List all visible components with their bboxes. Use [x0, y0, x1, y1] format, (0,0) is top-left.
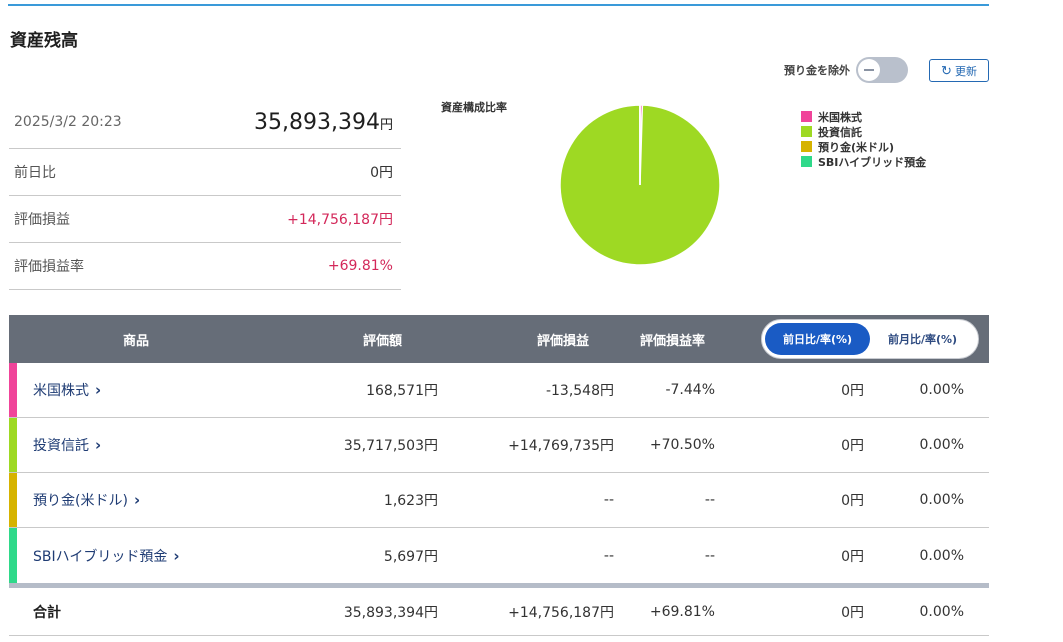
product-name: SBIハイブリッド預金 — [33, 548, 168, 565]
legend-label: 預り金(米ドル) — [818, 140, 895, 154]
period-month-button[interactable]: 前月比/率(%) — [887, 333, 958, 346]
period-toggle: 前日比/率(%) 前月比/率(%) — [761, 319, 979, 359]
table-row: SBIハイブリッド預金 › 5,697円 -- -- 0円 0.00% — [9, 528, 989, 583]
chevron-right-icon: › — [95, 436, 102, 454]
row-rate: -- — [704, 547, 715, 564]
holdings-table: 商品 評価額 評価損益 評価損益率 前日比/率(%) 前月比/率(%) 米国株式… — [9, 315, 989, 636]
summary-label: 評価損益率 — [14, 259, 84, 275]
chart-title: 資産構成比率 — [441, 101, 507, 114]
product-name: 投資信託 — [33, 438, 89, 454]
summary-total-row: 2025/3/2 20:23 35,893,394円 — [9, 96, 401, 149]
summary-datetime: 2025/3/2 20:23 — [14, 114, 122, 130]
minus-icon — [864, 69, 874, 71]
table-total-row: 合計 35,893,394円 +14,756,187円 +69.81% 0円 0… — [9, 588, 989, 636]
summary-row-day-change: 前日比 0円 — [9, 149, 401, 196]
row-day-change: 0円 — [841, 548, 864, 565]
exclude-deposit-control: 預り金を除外 — [784, 57, 908, 83]
header-rate: 評価損益率 — [640, 333, 706, 349]
chevron-right-icon: › — [133, 491, 141, 509]
summary-label: 前日比 — [14, 165, 56, 181]
row-pl: -13,548円 — [545, 383, 614, 399]
total-pl: +14,756,187円 — [508, 604, 614, 621]
toggle-knob — [858, 59, 880, 81]
top-divider — [8, 4, 989, 6]
product-name: 米国株式 — [33, 383, 89, 399]
summary-value: 0円 — [370, 165, 393, 181]
legend-label: 米国株式 — [818, 110, 862, 124]
exclude-deposit-toggle[interactable] — [856, 57, 908, 83]
header-amount: 評価額 — [363, 333, 403, 349]
summary-total-value: 35,893,394円 — [254, 110, 393, 135]
row-pl: +14,769,735円 — [508, 438, 614, 454]
legend-label: SBIハイブリッド預金 — [818, 155, 927, 169]
row-pl: -- — [603, 492, 614, 508]
row-product-link[interactable]: 投資信託 › — [33, 418, 101, 472]
total-unit: 円 — [379, 117, 393, 133]
row-day-rate: 0.00% — [919, 437, 964, 453]
total-label: 合計 — [33, 604, 61, 621]
row-day-rate: 0.00% — [919, 547, 964, 564]
row-day-change: 0円 — [841, 493, 864, 509]
row-day-change: 0円 — [841, 383, 864, 399]
row-product-link[interactable]: SBIハイブリッド預金 › — [33, 528, 180, 583]
legend-swatch — [801, 156, 812, 167]
table-row: 投資信託 › 35,717,503円 +14,769,735円 +70.50% 0… — [9, 418, 989, 473]
legend-item: 投資信託 — [801, 124, 926, 139]
table-row: 米国株式 › 168,571円 -13,548円 -7.44% 0円 0.00% — [9, 363, 989, 418]
header-pl: 評価損益 — [537, 333, 590, 349]
table-row: 預り金(米ドル) › 1,623円 -- -- 0円 0.00% — [9, 473, 989, 528]
table-header: 商品 評価額 評価損益 評価損益率 前日比/率(%) 前月比/率(%) — [9, 315, 989, 363]
category-color-bar — [9, 363, 17, 417]
legend-item: 米国株式 — [801, 109, 926, 124]
chevron-right-icon: › — [95, 381, 102, 399]
row-amount: 1,623円 — [383, 493, 438, 509]
category-color-bar — [9, 473, 17, 527]
legend-item: SBIハイブリッド預金 — [801, 154, 926, 169]
row-day-rate: 0.00% — [919, 492, 964, 508]
row-day-change: 0円 — [841, 438, 864, 454]
exclude-deposit-label: 預り金を除外 — [784, 64, 850, 77]
legend-label: 投資信託 — [818, 125, 862, 139]
legend-swatch — [801, 141, 812, 152]
total-amount: 35,893,394円 — [343, 604, 438, 621]
summary-row-pl: 評価損益 +14,756,187円 — [9, 196, 401, 243]
summary-panel: 2025/3/2 20:23 35,893,394円 前日比 0円 評価損益 +… — [9, 96, 401, 290]
allocation-pie-chart — [559, 104, 721, 266]
category-color-bar — [9, 418, 17, 472]
total-day-rate: 0.00% — [919, 603, 964, 620]
row-product-link[interactable]: 預り金(米ドル) › — [33, 473, 140, 527]
row-day-rate: 0.00% — [919, 382, 964, 398]
period-day-button[interactable]: 前日比/率(%) — [765, 323, 870, 355]
row-product-link[interactable]: 米国株式 › — [33, 363, 101, 417]
refresh-label: 更新 — [954, 65, 977, 78]
row-amount: 5,697円 — [383, 548, 438, 565]
total-separator — [9, 583, 989, 588]
chevron-right-icon: › — [173, 546, 180, 565]
legend-swatch — [801, 111, 812, 122]
page-title: 資産残高 — [10, 31, 78, 51]
refresh-icon: ↻ — [941, 63, 952, 78]
summary-label: 評価損益 — [14, 212, 70, 228]
summary-value: +69.81% — [327, 258, 393, 274]
total-day-change: 0円 — [841, 604, 864, 621]
total-number: 35,893,394 — [254, 109, 380, 135]
legend-swatch — [801, 126, 812, 137]
row-pl: -- — [603, 547, 614, 564]
row-rate: -7.44% — [665, 382, 715, 398]
product-name: 預り金(米ドル) — [33, 493, 128, 509]
row-amount: 168,571円 — [366, 383, 438, 399]
chart-legend: 米国株式 投資信託 預り金(米ドル) SBIハイブリッド預金 — [801, 109, 926, 169]
row-rate: -- — [704, 492, 715, 508]
total-rate: +69.81% — [649, 603, 715, 620]
row-rate: +70.50% — [649, 437, 715, 453]
summary-row-pl-rate: 評価損益率 +69.81% — [9, 243, 401, 290]
category-color-bar — [9, 528, 17, 583]
header-product: 商品 — [123, 333, 150, 349]
legend-item: 預り金(米ドル) — [801, 139, 926, 154]
refresh-button[interactable]: ↻ 更新 — [929, 59, 989, 82]
summary-value: +14,756,187円 — [287, 212, 393, 228]
row-amount: 35,717,503円 — [343, 438, 438, 454]
